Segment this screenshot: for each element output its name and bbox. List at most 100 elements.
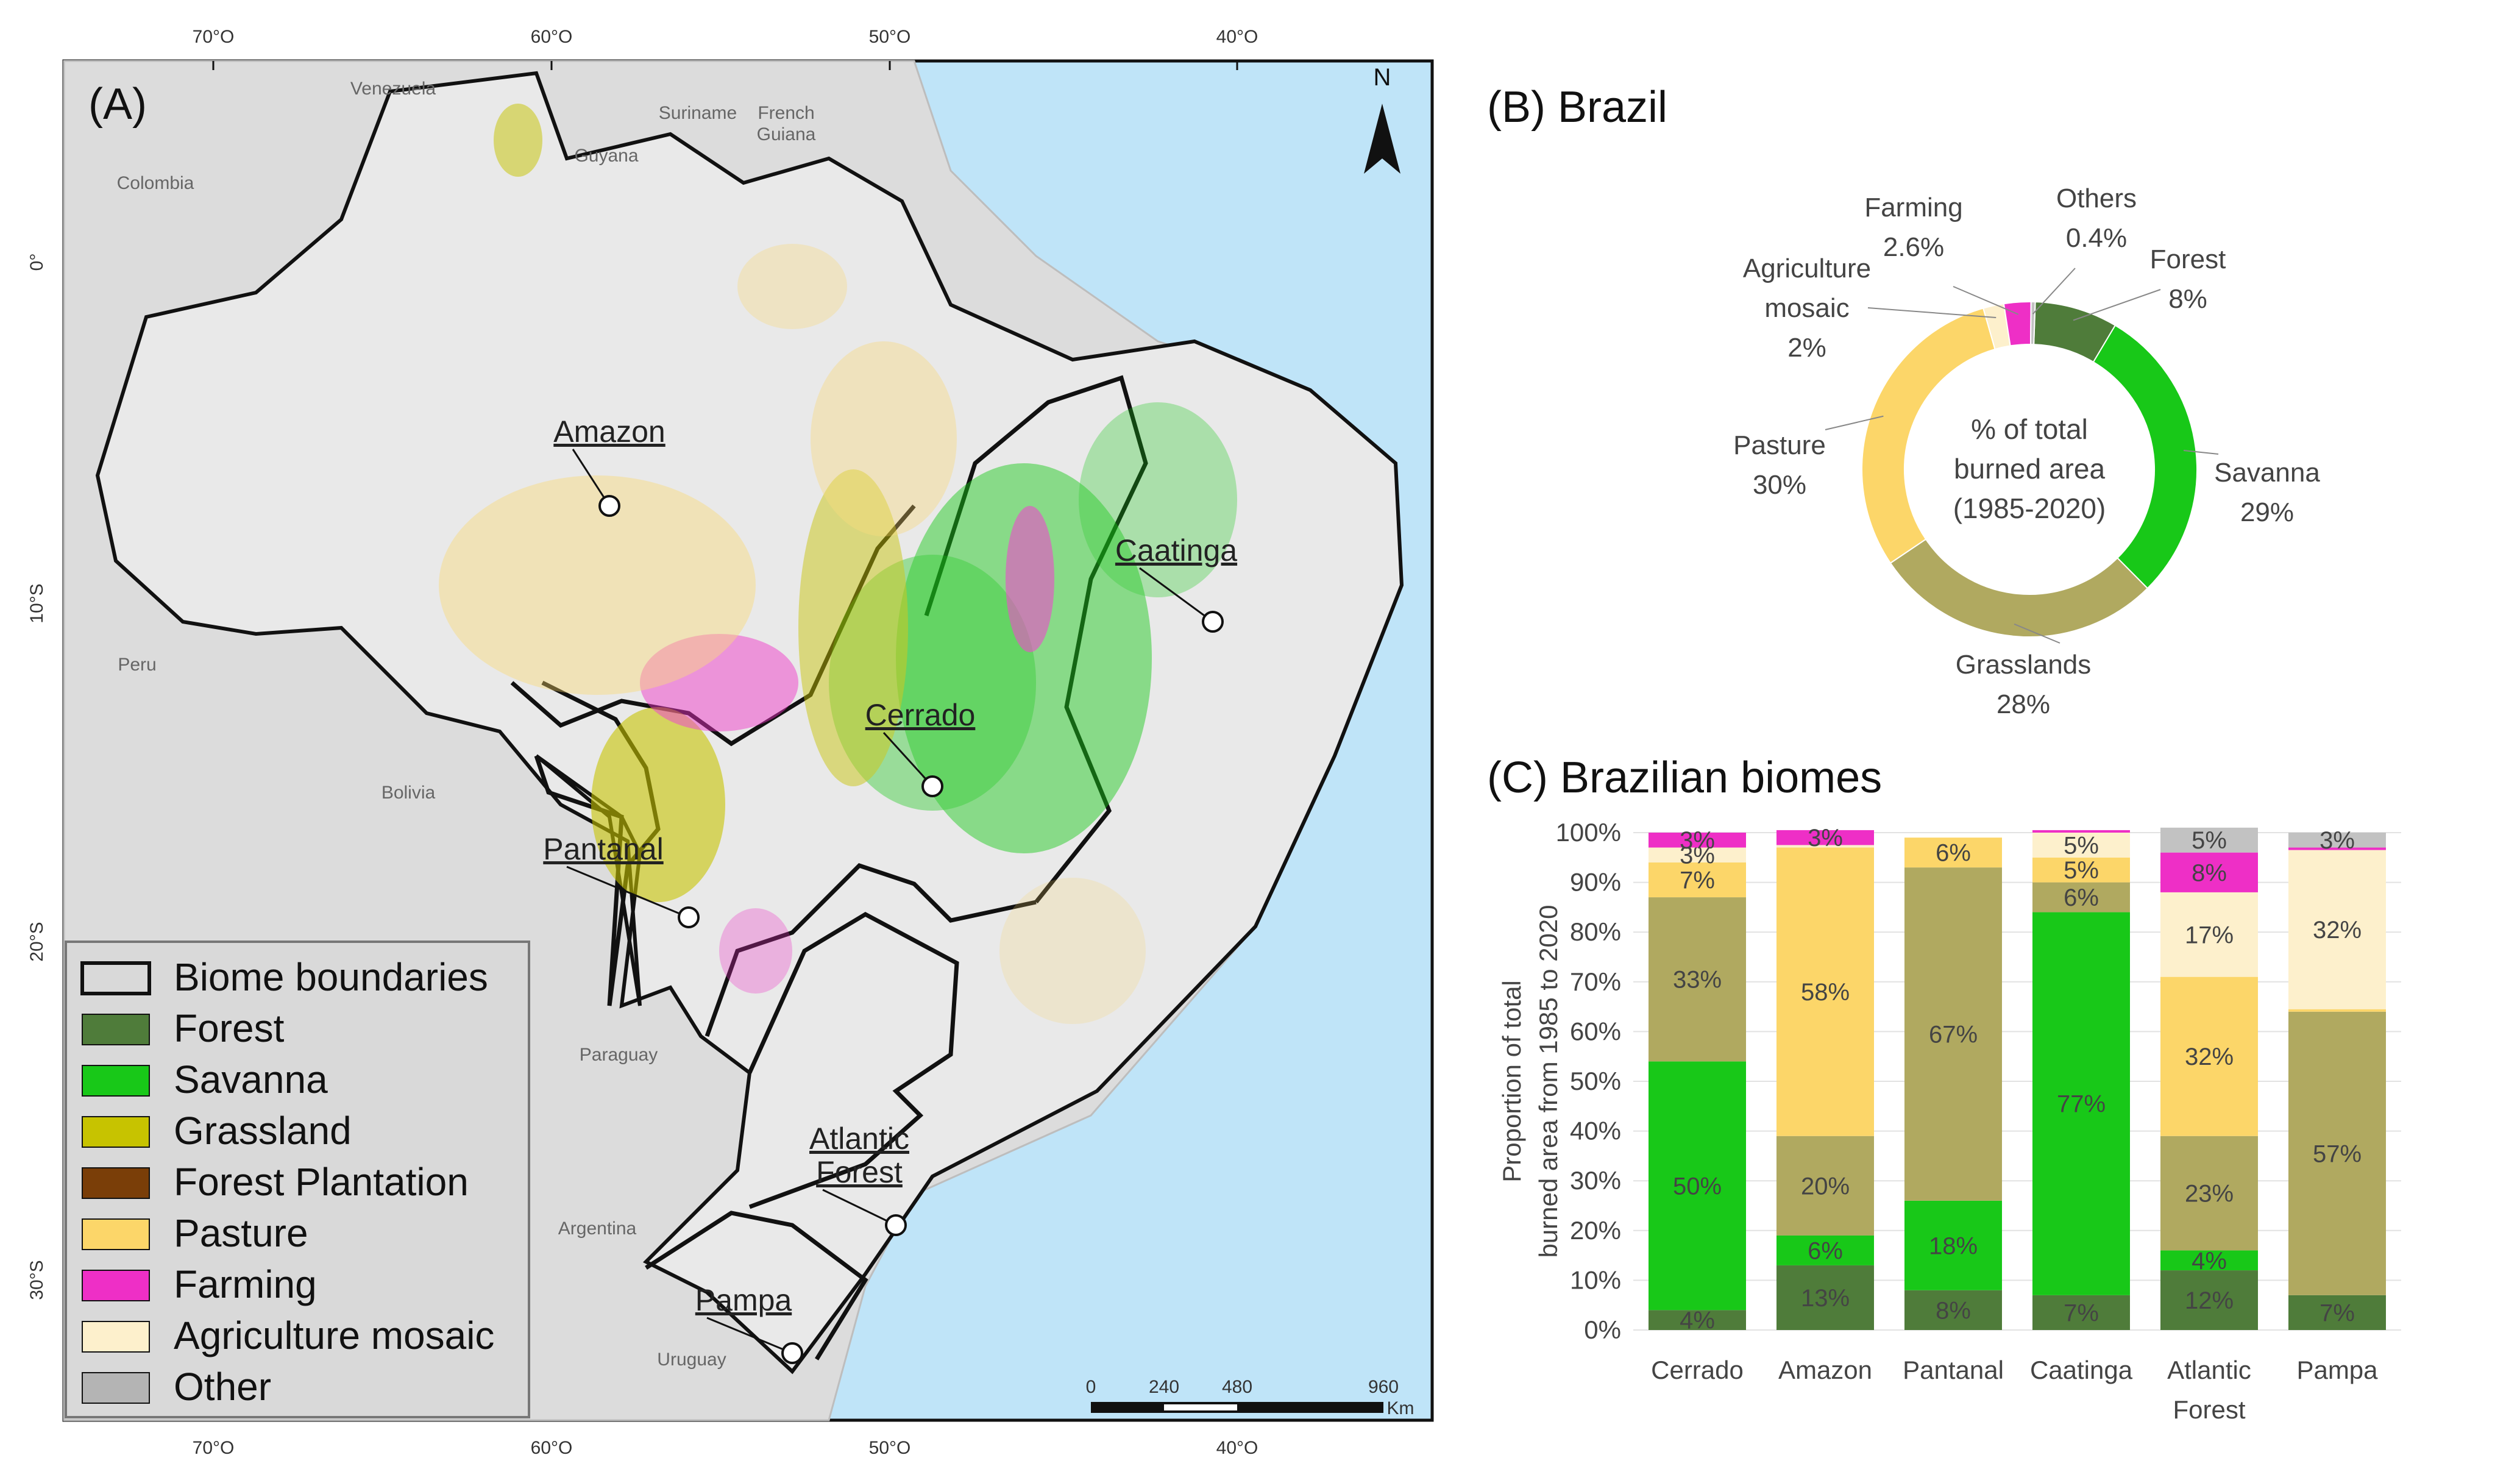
donut-leader-line [1953,286,2019,315]
bar-segment-pampa-others [2288,833,2386,848]
map-panel-label: (A) [88,80,147,129]
bar-value-label: 7% [1680,867,1715,894]
bar-segment-atlantic-forest-farming [2160,852,2258,892]
biome-label-cerrado: Cerrado [865,698,975,797]
bar-segment-caatinga-farming [2032,830,2130,833]
y-tick-label: 0% [1584,1315,1621,1344]
donut-leader-line [1867,307,1996,318]
donut-leader-line [2032,268,2076,315]
lon-label-bottom: 70°O [193,1438,235,1458]
legend-label-pasture: Pasture [174,1211,308,1255]
y-axis-label: burned area from 1985 to 2020 [1534,905,1563,1257]
bar-value-label: 20% [1801,1173,1850,1200]
bar-value-label: 5% [2064,832,2099,859]
legend-swatch-agriculture-mosaic [82,1321,150,1353]
biome-leader-line [566,866,689,919]
bar-segment-pampa-pasture [2288,1009,2386,1012]
map-panel: N (A) Amazon Caatinga Cerrado Pantanal Atlan… [27,27,1469,1458]
legend-swatch-forest [82,1014,150,1045]
bar-value-label: 18% [1929,1232,1978,1259]
x-tick-label-cerrado: Cerrado [1651,1356,1744,1384]
bar-value-label: 57% [2313,1140,2362,1167]
legend-label-forest: Forest [174,1006,285,1050]
brazil-outline [95,71,1404,1375]
country-label-peru: Peru [118,655,156,675]
biome-marker [885,1214,907,1236]
donut-label-grasslands: Grasslands [1956,650,2092,680]
legend-swatch-forest-plantation [82,1167,150,1199]
bar-value-label: 7% [2064,1300,2099,1326]
biome-leader-line [706,1317,793,1354]
x-tick-label-pantanal: Pantanal [1903,1356,2004,1384]
x-tick-label-caatinga: Caatinga [2030,1356,2133,1384]
donut-slice-pasture [1861,307,1996,564]
y-tick-label: 30% [1570,1166,1621,1195]
bar-value-label: 58% [1801,979,1850,1006]
donut-value-grasslands: 28% [1996,689,2050,719]
scale-tick-label: 960 [1368,1377,1399,1397]
bar-segment-cerrado-farming [1649,833,1746,848]
biome-label-pantanal: Pantanal [543,832,700,928]
north-label: N [1374,64,1391,91]
x-tick-label-atlantic-forest: Atlantic [2167,1356,2251,1384]
bar-segment-caatinga-savanna [2032,912,2130,1295]
lon-label-bottom: 50°O [869,1438,911,1458]
bar-value-label: 8% [2192,859,2227,886]
y-tick-label: 40% [1570,1117,1621,1145]
donut-leader-line [2014,623,2060,644]
bar-segment-caatinga-agriculture-mosaic [2032,833,2130,858]
north-arrow-icon: N [1364,64,1400,174]
bar-value-label: 5% [2192,827,2227,854]
bar-segment-atlantic-forest-pasture [2160,976,2258,1136]
country-label-french-guiana: French [758,103,814,123]
donut-label-savanna: Savanna [2214,458,2320,488]
legend-swatch-pasture [82,1218,150,1250]
pie-panel: (B) Brazil Forest 8% Savanna 29% Grasslands 2… [1475,0,2520,750]
x-tick-label-atlantic-forest: Forest [2173,1395,2245,1424]
legend-label-forest-plantation: Forest Plantation [174,1160,469,1204]
scale-unit: Km [1387,1398,1414,1418]
bar-value-label: 3% [1808,825,1843,852]
bar-value-label: 67% [1929,1021,1978,1048]
legend-swatch-biome-boundaries [80,961,151,995]
donut-center-text: % of total [1971,413,2088,445]
biome-label-text: Caatinga [1115,533,1237,567]
bar-segment-caatinga-forest [2032,1295,2130,1330]
biome-label-text: Amazon [553,414,665,449]
lon-label-top: 40°O [1216,27,1258,47]
country-label-paraguay: Paraguay [580,1045,658,1065]
biome-leader-line [1139,567,1213,623]
pie-title: (B) Brazil [1487,83,1667,132]
donut-label-others: Others [2056,183,2137,213]
map-legend: Biome boundaries Forest Savanna Grassland Fo… [65,941,530,1418]
bar-segment-pantanal-forest [1904,1290,2002,1330]
bar-segment-amazon-forest [1776,1265,1874,1330]
bar-segment-cerrado-agriculture-mosaic [1649,847,1746,862]
donut-label-pasture: Pasture [1733,430,1826,460]
biome-marker [598,495,620,517]
biome-marker [921,775,943,797]
brazil-donut-chart: (B) Brazil Forest 8% Savanna 29% Grasslands 2… [1487,83,2320,719]
bar-segment-pampa-farming [2288,847,2386,850]
bar-value-label: 3% [2319,827,2355,854]
donut-leader-line [1825,415,1884,430]
bar-value-label: 17% [2185,922,2234,948]
y-tick-label: 100% [1556,818,1621,847]
y-tick-label: 80% [1570,917,1621,946]
bar-segment-pampa-agriculture-mosaic [2288,850,2386,1009]
donut-center-text: (1985-2020) [1953,493,2106,524]
biome-label-text: Forest [816,1155,903,1189]
bar-segment-amazon-agriculture-mosaic [1776,845,1874,848]
bar-value-label: 33% [1673,967,1722,994]
donut-slice-others [2030,301,2036,346]
bar-value-label: 13% [1801,1285,1850,1312]
legend-label-agriculture-mosaic: Agriculture mosaic [174,1314,494,1357]
donut-value-farming: 2.6% [1883,232,1944,262]
bar-segment-cerrado-forest [1649,1310,1746,1330]
bar-segment-cerrado-pasture [1649,862,1746,898]
bar-panel: (C) Brazilian biomes 0% 10% 20% 30% 40% 50% 60… [1475,750,2520,1480]
bar-segment-amazon-grasslands [1776,1136,1874,1236]
bar-segment-pantanal-pasture [1904,838,2002,868]
donut-label-farming: Farming [1864,193,1962,222]
